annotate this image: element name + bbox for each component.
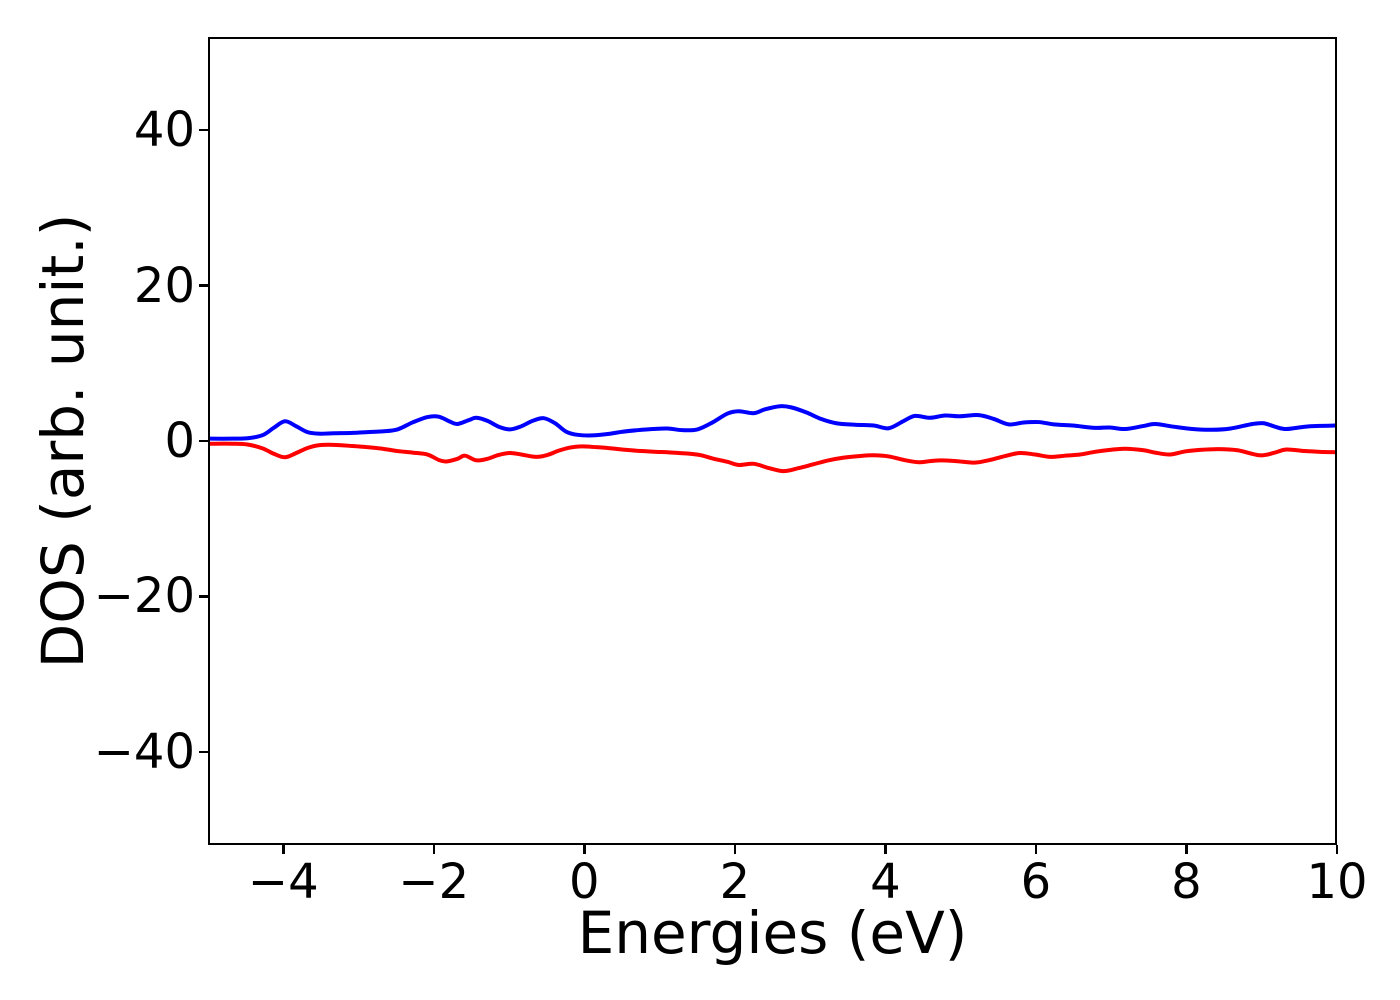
x-tick-mark-0 xyxy=(282,845,285,854)
dos-spin-up-curve xyxy=(210,404,1335,441)
x-tick-label-3: 2 xyxy=(719,854,751,910)
y-tick-mark-2 xyxy=(199,439,208,443)
x-tick-mark-7 xyxy=(1335,845,1339,854)
y-tick-mark-3 xyxy=(199,595,208,598)
x-tick-mark-6 xyxy=(1185,845,1188,854)
y-tick-label-4: −40 xyxy=(93,723,195,780)
y-tick-label-0: 40 xyxy=(133,102,195,159)
x-axis-label: Energies (eV) xyxy=(577,899,968,967)
x-tick-mark-3 xyxy=(733,845,737,854)
x-tick-mark-1 xyxy=(432,845,436,854)
x-tick-mark-4 xyxy=(884,845,887,854)
x-tick-label-5: 6 xyxy=(1020,854,1052,910)
x-tick-label-4: 4 xyxy=(870,854,901,910)
x-tick-label-1: −2 xyxy=(398,854,470,910)
y-tick-label-3: −20 xyxy=(93,568,195,625)
y-tick-label-2: 0 xyxy=(164,413,195,469)
y-tick-mark-4 xyxy=(199,750,208,754)
x-tick-mark-2 xyxy=(583,845,586,854)
x-tick-mark-5 xyxy=(1034,845,1038,854)
x-tick-label-2: 0 xyxy=(569,854,600,910)
x-tick-label-6: 8 xyxy=(1171,854,1202,910)
y-tick-mark-0 xyxy=(199,128,208,132)
plot-area xyxy=(208,37,1337,845)
dos-spin-down-curve xyxy=(210,441,1335,474)
x-tick-label-7: 10 xyxy=(1306,854,1368,910)
y-tick-label-1: 20 xyxy=(133,257,195,314)
x-tick-label-0: −4 xyxy=(247,854,319,910)
y-tick-mark-1 xyxy=(199,284,208,287)
dos-curves-canvas xyxy=(210,404,1335,474)
